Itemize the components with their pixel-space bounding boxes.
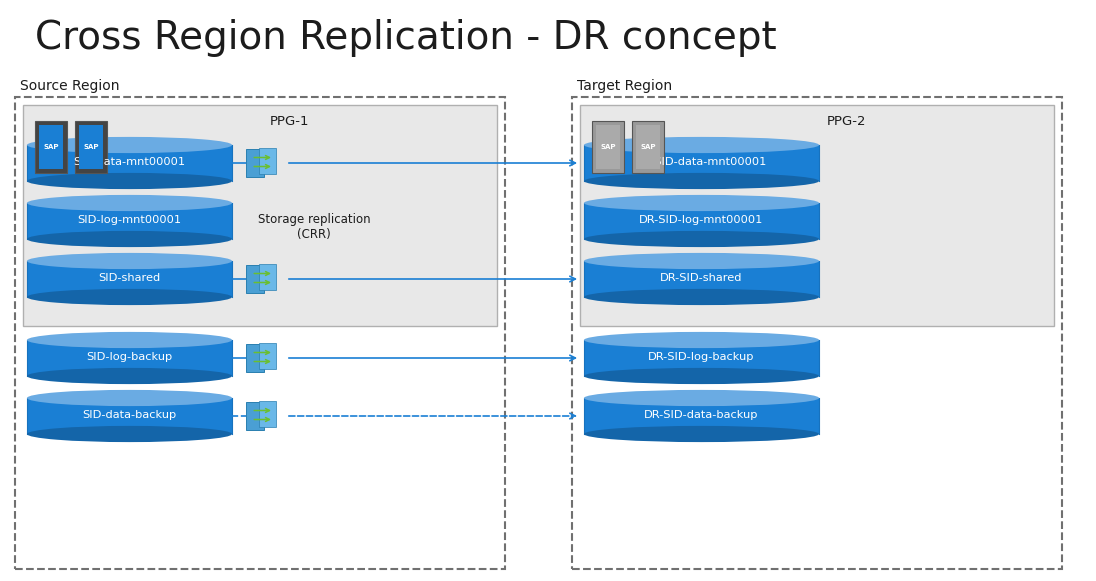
Bar	[584, 340, 819, 376]
Bar	[584, 145, 819, 181]
Bar	[76, 121, 107, 173]
Text: DR-SID-log-mnt00001: DR-SID-log-mnt00001	[639, 215, 764, 225]
Bar	[584, 203, 819, 239]
Bar	[246, 265, 264, 293]
Bar	[27, 398, 232, 434]
Text: SAP: SAP	[601, 144, 616, 150]
Ellipse shape	[584, 390, 819, 406]
Bar	[27, 203, 232, 239]
Ellipse shape	[27, 332, 232, 348]
Bar	[259, 148, 276, 174]
Text: DR-SID-log-backup: DR-SID-log-backup	[648, 352, 755, 362]
Text: SID-data-mnt00001: SID-data-mnt00001	[73, 157, 185, 167]
Ellipse shape	[584, 231, 819, 247]
Ellipse shape	[27, 195, 232, 211]
Ellipse shape	[27, 137, 232, 153]
Text: HANA server (cold): HANA server (cold)	[590, 231, 717, 244]
Bar	[15, 97, 505, 569]
Text: Target Region: Target Region	[576, 79, 672, 93]
Ellipse shape	[584, 289, 819, 305]
Text: SID-shared: SID-shared	[99, 273, 161, 283]
Text: PPG-2: PPG-2	[826, 115, 866, 128]
Ellipse shape	[27, 426, 232, 442]
Text: DR-SID-data-backup: DR-SID-data-backup	[644, 410, 758, 420]
Ellipse shape	[27, 231, 232, 247]
Ellipse shape	[27, 390, 232, 406]
Bar	[23, 105, 496, 326]
Bar	[592, 121, 624, 173]
Bar	[259, 343, 276, 369]
Bar	[246, 402, 264, 430]
Text: SAP: SAP	[43, 144, 58, 150]
Ellipse shape	[584, 253, 819, 269]
Ellipse shape	[584, 426, 819, 442]
Text: SAP: SAP	[640, 144, 655, 150]
Text: SID-data-backup: SID-data-backup	[82, 410, 176, 420]
Text: SID-log-backup: SID-log-backup	[87, 352, 173, 362]
Bar	[27, 261, 232, 297]
Bar	[572, 97, 1062, 569]
Bar	[584, 398, 819, 434]
Bar	[246, 149, 264, 177]
Text: SID-log-mnt00001: SID-log-mnt00001	[78, 215, 182, 225]
Text: DR-SID-data-mnt00001: DR-SID-data-mnt00001	[636, 157, 767, 167]
Ellipse shape	[584, 195, 819, 211]
Bar	[79, 125, 103, 169]
Bar	[259, 401, 276, 427]
Ellipse shape	[27, 368, 232, 384]
Bar	[596, 125, 620, 169]
Ellipse shape	[27, 253, 232, 269]
Ellipse shape	[27, 173, 232, 189]
Bar	[35, 121, 67, 173]
Bar	[584, 261, 819, 297]
Ellipse shape	[584, 332, 819, 348]
Bar	[27, 145, 232, 181]
Text: DR-SID-shared: DR-SID-shared	[660, 273, 743, 283]
Text: PPG-1: PPG-1	[270, 115, 309, 128]
Text: SAP: SAP	[83, 144, 99, 150]
Text: Storage replication
(CRR): Storage replication (CRR)	[258, 213, 370, 241]
Bar	[38, 125, 62, 169]
Text: HANA server (active): HANA server (active)	[33, 231, 172, 244]
Ellipse shape	[584, 368, 819, 384]
Bar	[632, 121, 664, 173]
Text: Cross Region Replication - DR concept: Cross Region Replication - DR concept	[35, 19, 777, 57]
Bar	[636, 125, 660, 169]
Ellipse shape	[584, 137, 819, 153]
Ellipse shape	[584, 173, 819, 189]
Text: Source Region: Source Region	[20, 79, 119, 93]
Bar	[27, 340, 232, 376]
Bar	[580, 105, 1054, 326]
Bar	[246, 344, 264, 372]
Bar	[259, 264, 276, 290]
Ellipse shape	[27, 289, 232, 305]
